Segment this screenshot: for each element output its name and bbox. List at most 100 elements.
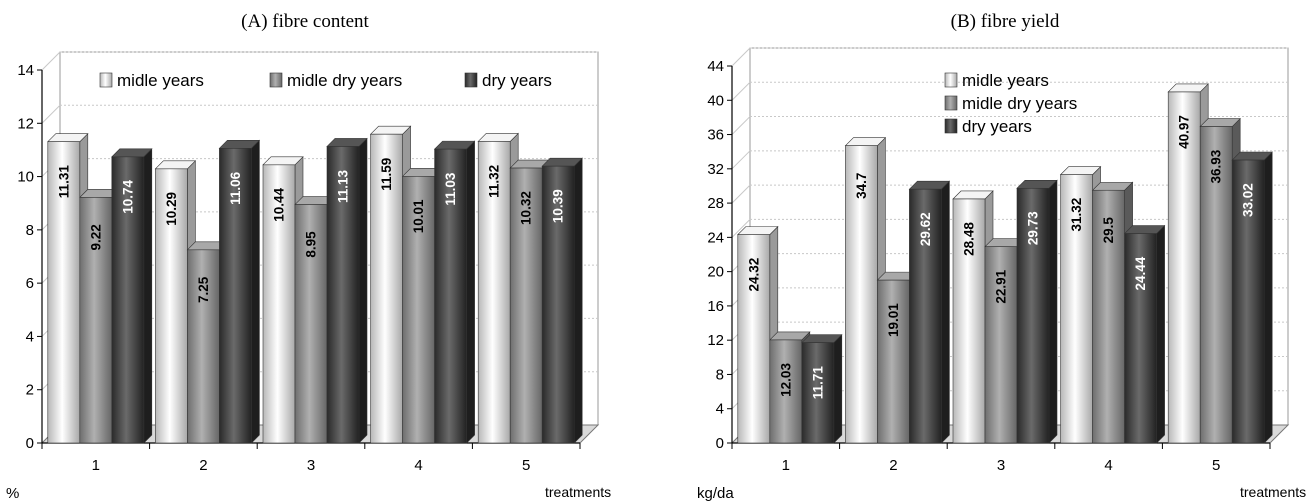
y-tick-label: 2 [26, 382, 34, 399]
bar [1124, 233, 1157, 444]
bar-side [466, 140, 475, 444]
bar [79, 197, 113, 444]
data-label: 10.74 [120, 179, 135, 213]
y-tick-label: 6 [26, 275, 34, 292]
x-tick-label: 5 [522, 457, 530, 474]
data-label: 24.44 [1133, 256, 1148, 290]
bar [1199, 126, 1233, 444]
legend-label: dry years [482, 71, 552, 90]
legend-swatch [944, 95, 958, 111]
bar [187, 249, 220, 444]
data-label: 10.32 [519, 191, 534, 225]
data-label: 31.32 [1069, 198, 1084, 232]
bar-side [143, 148, 153, 444]
data-label: 22.91 [994, 269, 1009, 303]
data-label: 29.73 [1026, 211, 1041, 245]
bar [1092, 189, 1125, 444]
chart-a-title: (A) fibre content [241, 11, 369, 32]
y-tick-label: 44 [707, 58, 724, 75]
bar [845, 145, 878, 444]
data-label: 10.44 [272, 187, 287, 221]
gridline-side [731, 47, 751, 67]
legend-swatch [99, 72, 113, 88]
data-label: 9.22 [88, 224, 103, 250]
bar-side [1263, 151, 1273, 444]
bar [909, 188, 942, 444]
legend-label: midle years [962, 71, 1049, 90]
bar-side [358, 137, 368, 444]
bar-side [251, 139, 260, 444]
x-tick-label: 1 [782, 457, 790, 474]
legend-swatch [269, 72, 283, 88]
data-label: 34.7 [854, 173, 869, 199]
gridline-side [731, 184, 751, 204]
y-tick-label: 0 [26, 435, 34, 452]
data-label: 10.39 [551, 189, 566, 223]
chart-b-title: (B) fibre yield [951, 11, 1060, 32]
y-tick-label: 40 [707, 92, 724, 109]
data-label: 7.25 [196, 276, 211, 303]
bar [1016, 187, 1050, 444]
bar-side [573, 157, 583, 444]
bar [294, 204, 328, 444]
bar [1167, 91, 1201, 444]
gridline-side [731, 81, 751, 101]
gridline-side [41, 51, 61, 71]
bar [952, 198, 986, 444]
data-label: 11.59 [379, 158, 394, 191]
y-tick-label: 16 [707, 298, 724, 315]
data-label: 33.02 [1241, 183, 1256, 217]
x-tick-label: 4 [1104, 457, 1112, 474]
chart-b-xlabel: treatments [1240, 484, 1306, 500]
x-tick-label: 3 [307, 457, 315, 474]
data-label: 29.62 [918, 212, 933, 246]
x-tick-label: 2 [199, 457, 207, 474]
bar [402, 176, 435, 444]
y-tick-label: 20 [707, 264, 724, 281]
data-label: 12.03 [778, 363, 793, 397]
data-label: 40.97 [1177, 115, 1192, 149]
y-tick-label: 14 [17, 62, 34, 79]
y-tick-label: 4 [26, 328, 34, 345]
bar [370, 133, 403, 444]
legend-swatch [944, 72, 958, 88]
data-label: 29.5 [1101, 217, 1116, 244]
legend-swatch [944, 118, 958, 134]
bar [477, 141, 511, 444]
bar [1231, 159, 1265, 444]
bar [262, 164, 296, 444]
legend-label: midle dry years [287, 71, 402, 90]
bar [509, 167, 543, 444]
legend-label: midle dry years [962, 94, 1077, 113]
data-label: 24.32 [746, 258, 761, 292]
gridline-side [731, 116, 751, 135]
y-tick-label: 0 [716, 435, 724, 452]
gridline-side [41, 104, 61, 124]
y-tick-label: 12 [17, 115, 34, 132]
bar [541, 165, 575, 444]
x-tick-label: 5 [1212, 457, 1220, 474]
x-tick-label: 2 [889, 457, 897, 474]
data-label: 11.71 [810, 366, 825, 400]
data-label: 11.13 [336, 169, 351, 203]
y-tick-label: 32 [707, 161, 724, 178]
y-tick-label: 24 [707, 229, 724, 246]
bar [769, 339, 803, 444]
legend-swatch [464, 72, 478, 88]
x-tick-label: 4 [414, 457, 422, 474]
data-label: 11.03 [443, 172, 458, 206]
y-tick-label: 4 [716, 401, 724, 418]
legend-label: dry years [962, 117, 1032, 136]
data-label: 8.95 [304, 231, 319, 258]
data-label: 28.48 [962, 222, 977, 256]
data-label: 10.01 [411, 199, 426, 233]
y-tick-label: 12 [707, 332, 724, 349]
x-tick-label: 1 [92, 457, 100, 474]
bar [801, 342, 835, 444]
bar [434, 148, 467, 444]
bar [1060, 174, 1093, 444]
bar-side [833, 333, 843, 444]
